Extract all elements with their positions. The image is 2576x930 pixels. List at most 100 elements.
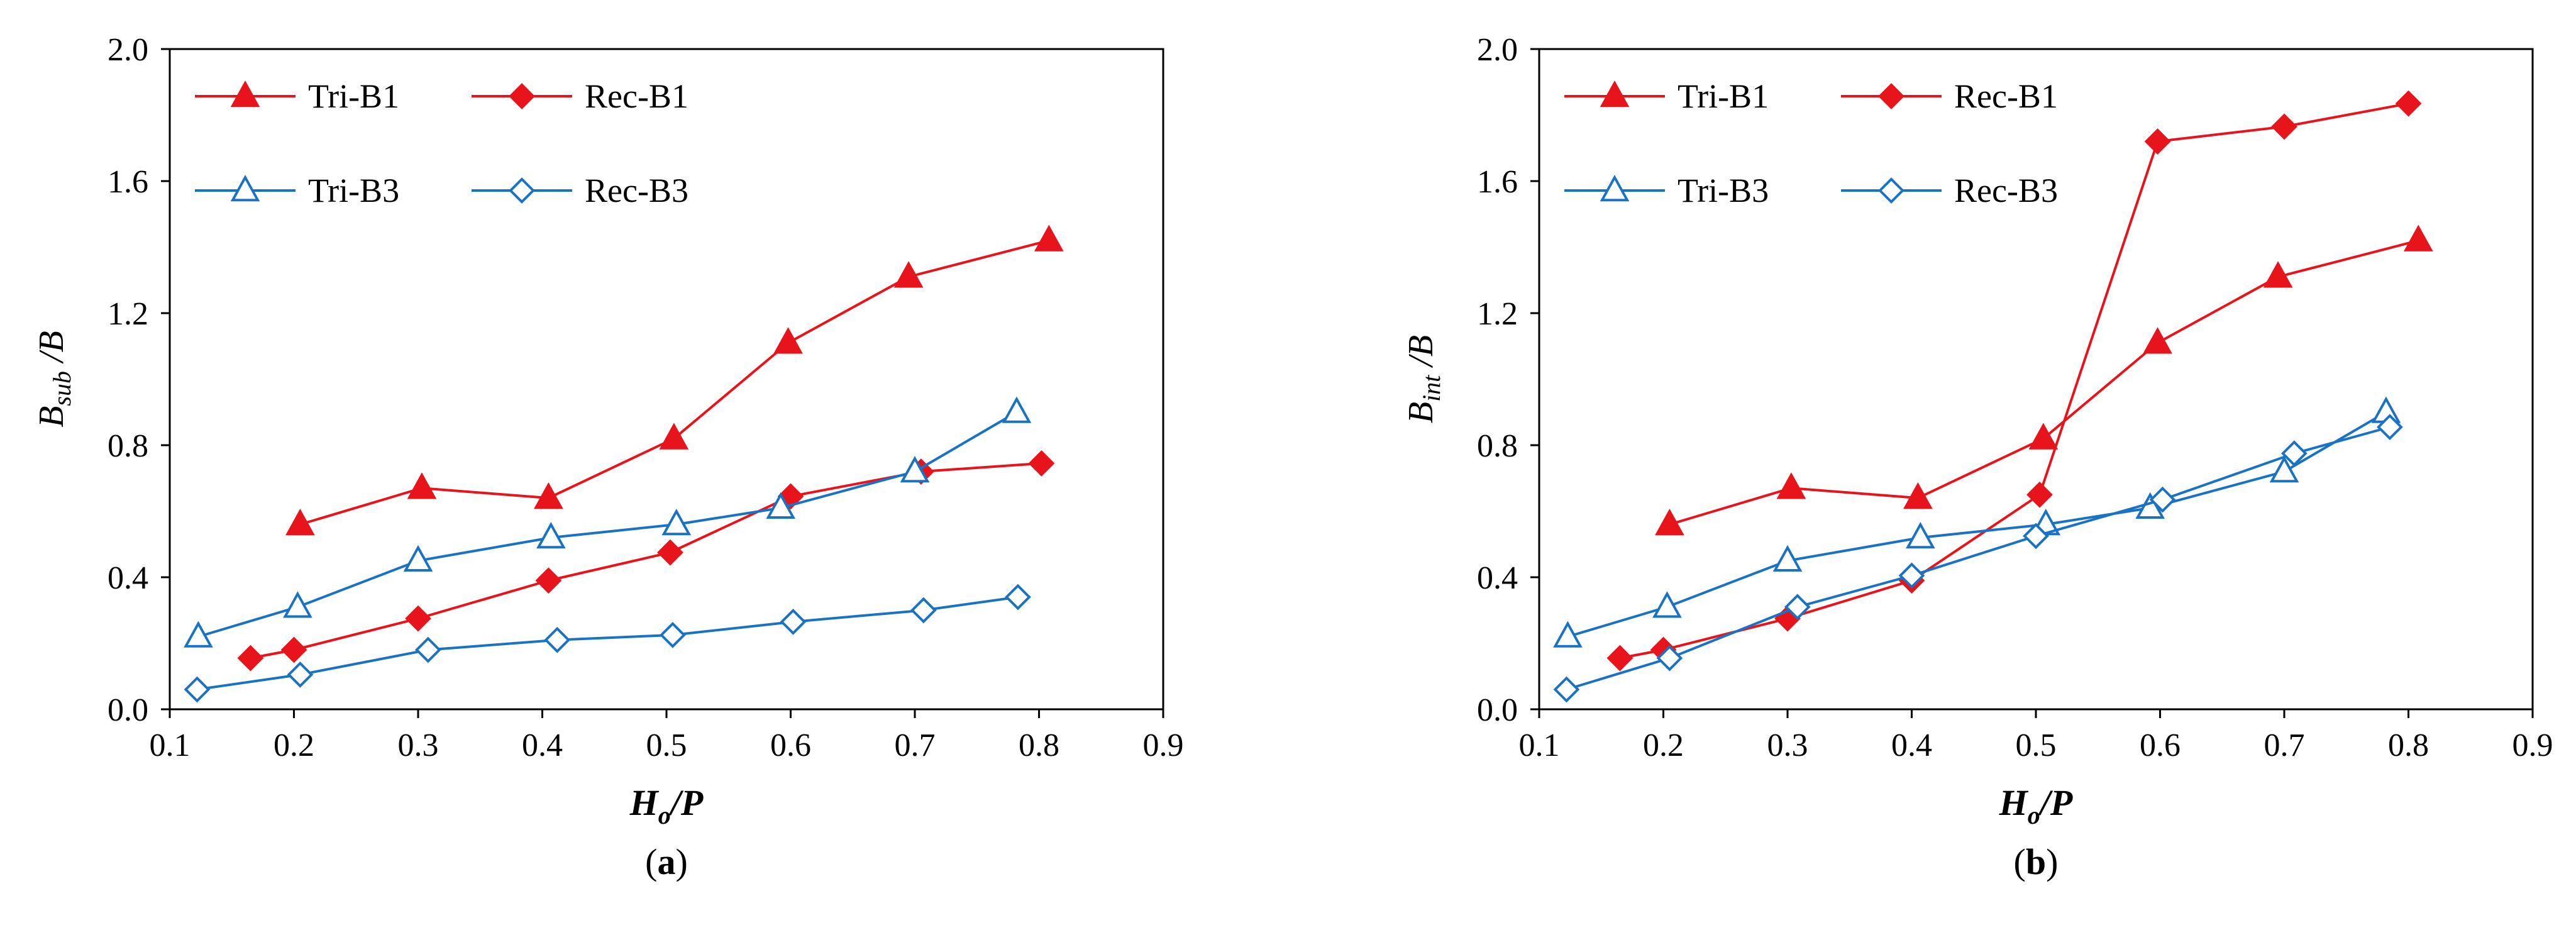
data-point [2271,113,2297,140]
x-axis-label-main: H [629,782,660,823]
x-axis-label: Ho/P [1999,782,2073,829]
data-point [1005,584,1031,611]
x-tick-label: 0.5 [2016,728,2057,763]
data-point [659,423,689,450]
data-point [657,539,683,566]
x-axis-label: Ho/P [629,782,704,829]
data-point [659,621,686,648]
data-point [900,455,930,483]
data-point [285,508,315,536]
data-point [2023,523,2049,550]
panel-a: 0.1 0.2 0.3 0.4 0.5 0.6 0.7 0.8 0.9 0.0 0.4 0.8 1.2 1… [32,32,1184,882]
series-rec-b1 [1606,90,2422,672]
x-axis-label-tail: /P [2038,782,2073,823]
data-point [534,482,563,509]
y-tick-label: 1.6 [108,164,148,200]
x-tick-label: 0.2 [1643,728,1684,763]
x-tick-label: 0.3 [398,728,439,763]
y-tick-label: 1.2 [108,296,148,332]
data-point [766,492,796,519]
y-tick-label: 2.0 [1477,32,1518,68]
legend-label: Rec-B1 [585,77,688,115]
data-point [2028,423,2059,450]
data-point [1655,508,1684,536]
data-point [280,636,307,663]
data-point [184,676,211,703]
data-point [2403,224,2433,252]
legend-item: Tri-B1 [1564,77,1769,115]
data-point [535,567,562,594]
panel-label-close: ) [676,841,688,882]
series-tri-b1 [1655,224,2433,536]
y-tick-label: 1.2 [1477,296,1518,332]
y-axis-label: Bsub /B [32,331,76,428]
data-point [1028,450,1055,477]
y-tick-label: 0.8 [1477,428,1518,464]
panel-label-open: ( [2014,841,2026,882]
plot-frame [1538,48,2534,711]
legend-marker [509,177,535,204]
data-point [1772,545,1803,572]
data-point [403,545,433,572]
y-tick-label: 2.0 [108,32,148,68]
data-point [1652,591,1682,618]
y-axis-label: Bint /B [1401,335,1446,423]
data-point [414,636,441,663]
legend-label: Rec-B1 [1954,77,2058,115]
legend-label: Rec-B3 [585,172,688,209]
series-rec-b3 [184,584,1031,703]
x-tick-label: 0.9 [1143,728,1184,763]
legend-marker [230,174,260,202]
data-point [536,521,566,549]
data-point [2026,481,2053,508]
x-tick-label: 0.4 [522,728,563,763]
y-tick-label: 0.0 [108,692,148,728]
series-line [1566,426,2391,691]
series-tri-b1 [285,224,1064,536]
legend-item: Rec-B3 [1841,172,2058,209]
panel-label-letter: a [658,841,676,882]
x-axis-label-main: H [1999,782,2029,823]
x-tick-label: 0.4 [1891,728,1932,763]
data-point [1784,594,1811,621]
y-tick-label: 0.0 [1477,692,1518,728]
data-point [405,605,431,632]
x-axis-label-sub: o [2028,801,2040,829]
series-rec-b3 [1553,414,2403,703]
data-point [2143,327,2172,354]
panel-label: (b) [2014,841,2059,882]
legend-label: Tri-B3 [1678,172,1769,209]
legend-item: Rec-B3 [472,172,688,209]
y-axis-label-tail: /B [1401,335,1440,375]
data-point [2149,486,2176,513]
panel-label-open: ( [645,841,657,882]
data-point [1776,472,1806,499]
data-point [283,591,312,618]
x-tick-label: 0.5 [646,728,687,763]
y-tick-label: 0.4 [108,560,148,596]
data-point [2269,455,2299,483]
y-axis-label-sub: sub [48,371,76,406]
legend-marker [230,80,260,108]
y-axis-label-main: B [1401,402,1440,423]
data-point [407,472,437,499]
x-tick-label: 0.6 [2140,728,2181,763]
data-point [1656,645,1683,672]
panel-label-close: ) [2046,841,2058,882]
data-point [1553,621,1583,648]
data-point [2280,440,2308,467]
y-tick-label: 0.4 [1477,560,1518,596]
data-point [544,626,571,653]
data-point [2263,261,2293,288]
data-point [1905,521,1935,549]
panel-label-letter: b [2026,841,2046,882]
x-tick-label: 0.1 [1519,728,1560,763]
legend-marker [1600,80,1630,108]
y-tick-label: 1.6 [1477,164,1518,200]
legend-marker [1878,177,1904,204]
data-point [1034,224,1064,252]
series-line [197,411,1017,638]
legend-item: Tri-B3 [195,172,399,209]
series-line [250,462,1042,660]
